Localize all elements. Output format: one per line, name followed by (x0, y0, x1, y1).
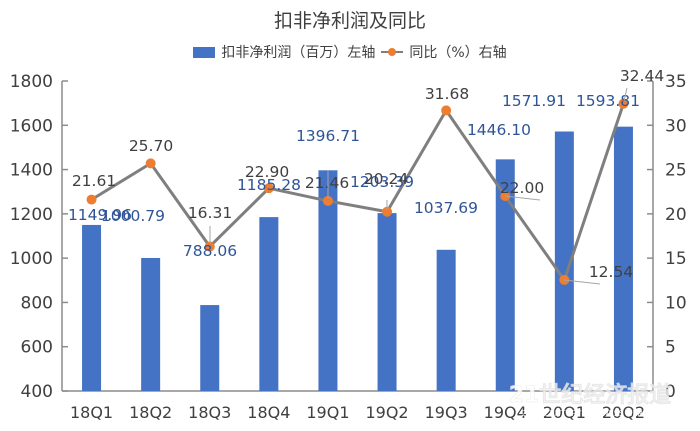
yoy-marker-18q3 (204, 241, 215, 252)
line-value-label: 21.61 (72, 172, 116, 190)
label-leader-line (623, 87, 628, 102)
bar-value-label: 1203.39 (350, 173, 414, 191)
bar-value-label: 1446.10 (467, 121, 531, 139)
right-axis-tick-label: 25 (665, 161, 687, 181)
right-axis-tick-label: 5 (665, 338, 676, 358)
x-axis-category-label: 19Q4 (484, 403, 527, 422)
left-axis-tick-label: 1000 (10, 249, 53, 269)
bar-19q1 (318, 170, 338, 391)
legend-line-swatch-icon (381, 46, 404, 58)
watermark-subtext: 21ST CENTURY BUSINESS HERALD (521, 409, 658, 418)
x-axis-category-label: 18Q1 (70, 403, 113, 422)
x-axis-category-label: 20Q1 (543, 403, 586, 422)
chart-title: 扣非净利润及同比 (273, 10, 426, 32)
bar-18q1 (82, 224, 102, 391)
x-axis-category-label: 20Q2 (602, 403, 645, 422)
yoy-marker-19q2 (382, 206, 393, 217)
left-axis-tick-label: 400 (21, 382, 53, 402)
right-axis-tick-label: 35 (665, 72, 687, 92)
left-axis-tick-label: 1200 (10, 205, 53, 225)
x-axis-category-label: 19Q3 (425, 403, 468, 422)
right-axis-tick-label: 30 (665, 116, 687, 136)
bar-20q1 (554, 131, 574, 391)
yoy-marker-19q1 (322, 195, 333, 206)
line-value-label: 21.46 (305, 174, 349, 192)
line-value-label: 20.24 (364, 170, 408, 188)
watermark-text: 21世纪经济报道 (509, 382, 672, 408)
bar-18q3 (200, 305, 220, 391)
line-value-label: 32.44 (620, 67, 664, 85)
bar-value-label: 1000.79 (101, 207, 165, 225)
x-axis-category-label: 18Q4 (247, 403, 290, 422)
bar-value-label: 788.06 (183, 242, 237, 260)
bar-value-label: 1185.28 (237, 176, 301, 194)
bar-19q2 (377, 213, 397, 391)
left-axis-tick-label: 600 (21, 338, 53, 358)
bar-value-label: 1037.69 (414, 199, 478, 217)
yoy-marker-18q2 (145, 158, 156, 169)
line-value-label: 12.54 (589, 263, 633, 281)
line-value-label: 16.31 (188, 204, 232, 222)
chart-legend: 扣非净利润（百万）左轴 同比（%）右轴 (0, 42, 700, 62)
right-axis-tick-label: 15 (665, 249, 687, 269)
bar-18q4 (259, 217, 279, 391)
right-axis-tick-label: 0 (665, 382, 676, 402)
x-axis-category-label: 18Q2 (129, 403, 172, 422)
bar-20q2 (613, 126, 633, 391)
bar-value-label: 1396.71 (296, 127, 360, 145)
yoy-line (90, 103, 625, 282)
label-leader-line (563, 279, 601, 285)
line-value-label: 25.70 (129, 137, 173, 155)
left-axis-tick-label: 1400 (10, 161, 53, 181)
bar-18q2 (141, 257, 161, 391)
right-axis-tick-label: 20 (665, 205, 687, 225)
x-axis-category-label: 18Q3 (188, 403, 231, 422)
x-axis-category-label: 19Q1 (306, 403, 349, 422)
yoy-marker-20q2 (618, 98, 629, 109)
left-axis-tick-label: 800 (21, 293, 53, 313)
legend-bar-swatch-icon (193, 46, 216, 58)
yoy-marker-18q4 (263, 183, 274, 194)
line-value-label: 31.68 (425, 85, 469, 103)
label-leader-line (504, 195, 541, 201)
x-axis-category-label: 19Q2 (365, 403, 408, 422)
legend-line-label: 同比（%）右轴 (409, 45, 507, 61)
line-value-label: 22.00 (500, 179, 544, 197)
bar-19q4 (495, 159, 515, 391)
left-axis-tick-label: 1800 (10, 72, 53, 92)
line-value-label: 22.90 (245, 163, 289, 181)
right-axis-tick-label: 10 (665, 293, 687, 313)
legend-bar-label: 扣非净利润（百万）左轴 (221, 45, 376, 61)
bar-19q3 (436, 249, 456, 391)
bar-value-label: 1149.96 (68, 206, 132, 224)
bar-value-label: 1593.81 (576, 92, 640, 110)
yoy-marker-19q3 (441, 105, 452, 116)
left-axis-tick-label: 1600 (10, 116, 53, 136)
bar-value-label: 1571.91 (502, 92, 566, 110)
yoy-marker-18q1 (86, 194, 97, 205)
